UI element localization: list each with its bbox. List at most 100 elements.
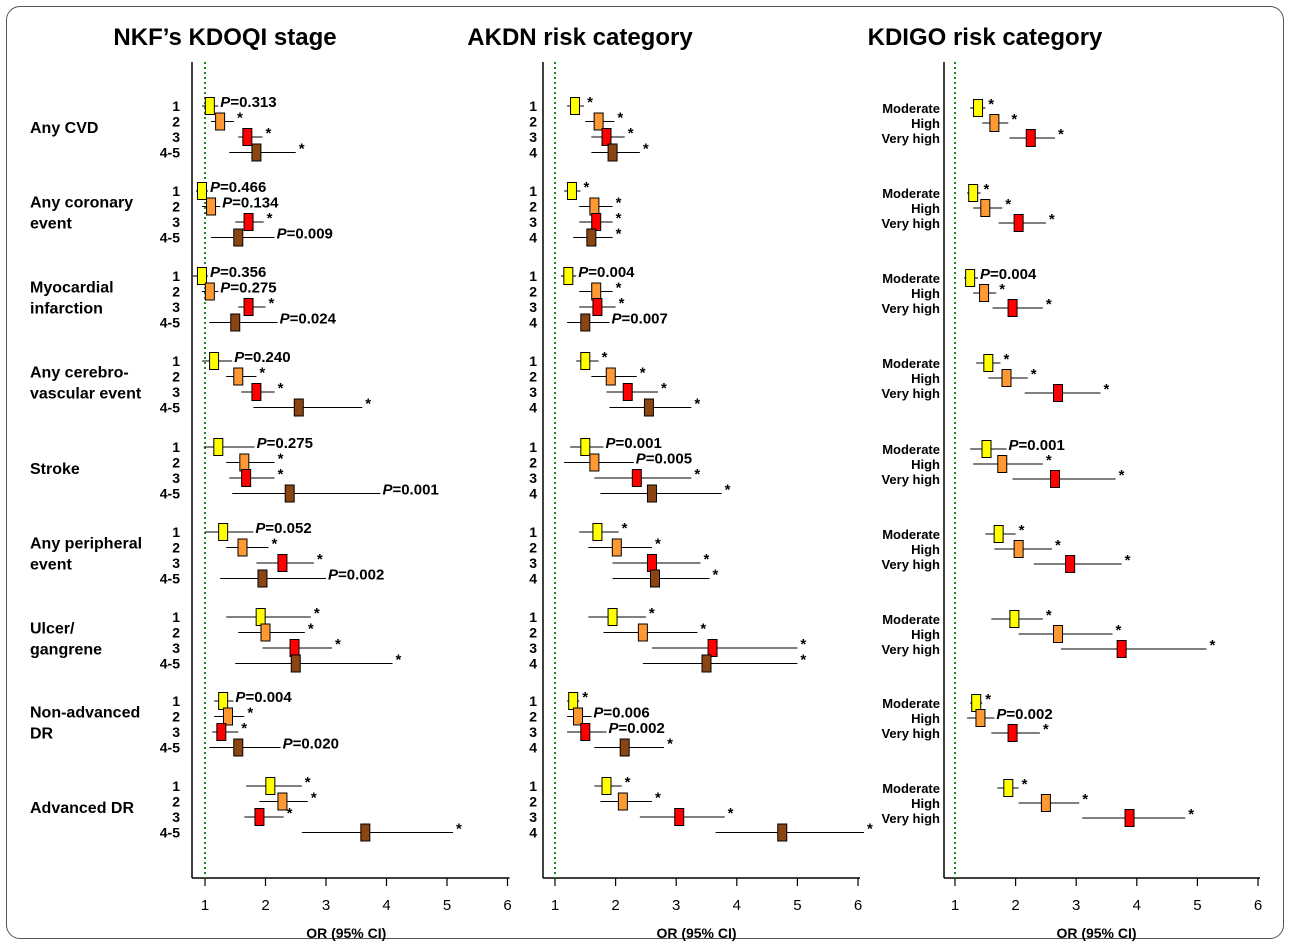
category-label: 4-5 bbox=[160, 740, 180, 756]
significance-star: * bbox=[616, 280, 622, 297]
or-marker bbox=[605, 367, 616, 386]
category-label: 4-5 bbox=[160, 145, 180, 161]
outcome-label: vascular event bbox=[30, 386, 142, 403]
significance-star: * bbox=[1082, 791, 1088, 808]
or-marker bbox=[230, 313, 241, 332]
significance-star: * bbox=[649, 605, 655, 622]
category-label: 3 bbox=[529, 809, 537, 825]
category-label: 4-5 bbox=[160, 230, 180, 246]
significance-star: * bbox=[1019, 522, 1025, 539]
p-value-label: P=0.001 bbox=[382, 482, 438, 499]
significance-star: * bbox=[1046, 452, 1052, 469]
category-label: 3 bbox=[529, 640, 537, 656]
or-marker bbox=[1009, 610, 1020, 628]
x-tick-label: 5 bbox=[1193, 897, 1201, 914]
significance-star: * bbox=[643, 141, 649, 158]
x-tick-label: 1 bbox=[951, 897, 959, 914]
x-tick-label: 6 bbox=[1254, 897, 1262, 914]
significance-star: * bbox=[703, 551, 709, 568]
significance-star: * bbox=[317, 551, 323, 568]
significance-star: * bbox=[1058, 126, 1064, 143]
or-marker bbox=[617, 792, 628, 811]
or-marker bbox=[1013, 214, 1024, 232]
category-label: 4-5 bbox=[160, 571, 180, 587]
or-marker bbox=[1007, 299, 1018, 317]
or-marker bbox=[646, 554, 657, 572]
significance-star: * bbox=[661, 380, 667, 397]
outcome-label: Non-advanced bbox=[30, 705, 140, 722]
outcome-label: Any peripheral bbox=[30, 536, 142, 553]
or-marker bbox=[251, 143, 262, 162]
category-label: 2 bbox=[529, 199, 537, 215]
x-tick-label: 2 bbox=[261, 897, 269, 914]
category-label: 3 bbox=[529, 555, 537, 571]
category-label: 4 bbox=[529, 486, 537, 502]
or-marker bbox=[233, 738, 244, 757]
p-value-label: P=0.001 bbox=[605, 435, 661, 452]
x-tick-label: 3 bbox=[322, 897, 330, 914]
or-marker bbox=[215, 112, 226, 131]
p-value-label: P=0.009 bbox=[277, 226, 333, 243]
significance-star: * bbox=[655, 790, 661, 807]
or-marker bbox=[971, 694, 982, 712]
or-marker bbox=[242, 128, 253, 146]
p-value-label: P=0.020 bbox=[283, 736, 339, 753]
or-marker bbox=[218, 523, 229, 541]
significance-star: * bbox=[587, 94, 593, 111]
or-marker bbox=[981, 440, 992, 458]
or-marker bbox=[563, 267, 574, 285]
x-axis-title: OR (95% CI) bbox=[306, 925, 386, 941]
significance-star: * bbox=[582, 689, 588, 706]
category-label: 2 bbox=[172, 709, 180, 725]
category-label: High bbox=[911, 457, 940, 472]
or-marker bbox=[213, 438, 224, 456]
p-value-label: P=0.024 bbox=[280, 311, 337, 328]
significance-star: * bbox=[728, 805, 734, 822]
or-marker bbox=[251, 383, 262, 401]
category-label: High bbox=[911, 116, 940, 131]
or-marker bbox=[968, 184, 979, 202]
category-label: 2 bbox=[529, 794, 537, 810]
p-value-label: P=0.134 bbox=[222, 195, 279, 212]
or-marker bbox=[580, 352, 591, 370]
or-marker bbox=[1013, 540, 1024, 558]
significance-star: * bbox=[999, 281, 1005, 298]
category-label: 2 bbox=[529, 709, 537, 725]
or-marker bbox=[993, 525, 1004, 543]
or-marker bbox=[243, 213, 254, 231]
or-marker bbox=[293, 398, 304, 417]
panel-title: NKF’s KDOQI stage bbox=[113, 24, 336, 51]
significance-star: * bbox=[1046, 296, 1052, 313]
category-label: High bbox=[911, 627, 940, 642]
or-marker bbox=[607, 608, 618, 626]
category-label: Moderate bbox=[882, 356, 940, 371]
or-marker bbox=[218, 692, 229, 710]
or-marker bbox=[1049, 470, 1060, 488]
p-value-label: P=0.006 bbox=[593, 705, 649, 722]
or-marker bbox=[980, 199, 991, 217]
category-label: 3 bbox=[172, 129, 180, 145]
or-marker bbox=[1124, 809, 1135, 827]
significance-star: * bbox=[725, 482, 731, 499]
or-marker bbox=[241, 469, 252, 487]
category-label: 4-5 bbox=[160, 315, 180, 331]
or-marker bbox=[1025, 129, 1036, 147]
category-label: Very high bbox=[881, 726, 940, 741]
category-label: 3 bbox=[529, 724, 537, 740]
significance-star: * bbox=[1055, 537, 1061, 554]
category-label: 3 bbox=[529, 214, 537, 230]
category-label: 1 bbox=[172, 778, 180, 794]
category-label: 2 bbox=[529, 625, 537, 641]
or-marker bbox=[601, 128, 612, 146]
significance-star: * bbox=[619, 295, 625, 312]
category-label: 3 bbox=[172, 724, 180, 740]
or-marker bbox=[237, 538, 248, 557]
or-marker bbox=[707, 639, 718, 657]
x-tick-label: 4 bbox=[1133, 897, 1141, 914]
category-label: 1 bbox=[529, 693, 537, 709]
outcome-label: infarction bbox=[30, 301, 103, 318]
or-marker bbox=[591, 282, 602, 301]
significance-star: * bbox=[278, 466, 284, 483]
significance-star: * bbox=[800, 652, 806, 669]
